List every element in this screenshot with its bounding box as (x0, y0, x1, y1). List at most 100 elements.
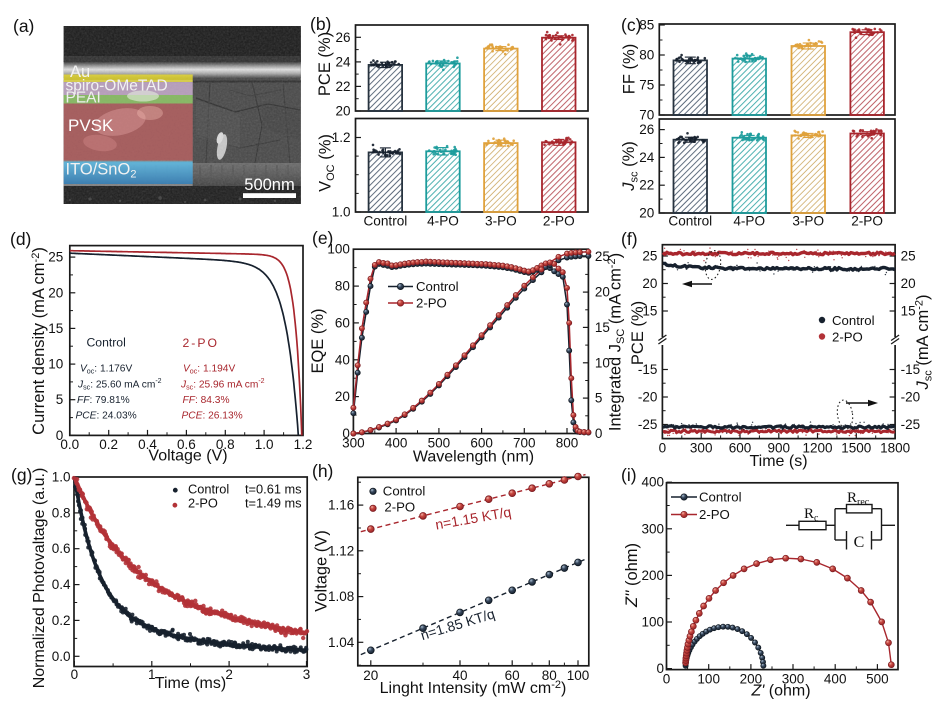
svg-text:Normalized Photovaltage (a.u.): Normalized Photovaltage (a.u.) (31, 468, 48, 689)
svg-text:24: 24 (335, 54, 351, 69)
svg-text:Control: Control (416, 279, 459, 294)
svg-text:Control: Control (383, 483, 426, 498)
svg-text:(c): (c) (621, 15, 641, 35)
svg-text:2-PO: 2-PO (183, 336, 219, 350)
svg-text:Rc: Rc (804, 506, 819, 524)
svg-text:Time (ms): Time (ms) (155, 675, 226, 692)
svg-text:60: 60 (505, 668, 520, 683)
svg-text:15: 15 (901, 304, 916, 319)
svg-text:25: 25 (901, 249, 916, 264)
svg-text:0.4: 0.4 (138, 437, 157, 452)
svg-text:1.2: 1.2 (294, 437, 313, 452)
svg-text:60: 60 (335, 315, 350, 330)
svg-text:900: 900 (768, 441, 791, 456)
svg-text:10: 10 (595, 355, 610, 370)
svg-text:-25: -25 (901, 417, 921, 432)
svg-text:85: 85 (639, 18, 654, 33)
svg-text:1800: 1800 (880, 441, 910, 456)
svg-text:800: 800 (556, 436, 579, 451)
svg-text:(e): (e) (312, 228, 333, 248)
svg-text:1500: 1500 (841, 441, 871, 456)
svg-text:3-PO: 3-PO (485, 214, 517, 229)
svg-text:PCE: 24.03%: PCE: 24.03% (76, 411, 137, 422)
svg-text:2: 2 (225, 667, 233, 682)
svg-text:Voltage (V): Voltage (V) (313, 530, 331, 612)
svg-text:20: 20 (335, 389, 350, 404)
svg-text:0: 0 (659, 441, 667, 456)
svg-text:-20: -20 (638, 390, 658, 405)
svg-text:-25: -25 (638, 417, 658, 432)
svg-text:Jsc (%): Jsc (%) (620, 141, 641, 192)
svg-text:80: 80 (639, 48, 654, 63)
svg-text:1.0: 1.0 (52, 470, 71, 485)
svg-text:t=1.49 ms: t=1.49 ms (245, 496, 302, 511)
svg-text:0: 0 (595, 426, 603, 441)
svg-text:0: 0 (71, 667, 79, 682)
svg-text:Voltage (V): Voltage (V) (148, 448, 227, 465)
svg-text:20: 20 (335, 104, 350, 119)
svg-text:(i): (i) (621, 465, 637, 485)
svg-text:Voc: 1.194V: Voc: 1.194V (183, 364, 235, 376)
svg-text:0: 0 (663, 672, 671, 687)
svg-text:1200: 1200 (802, 441, 832, 456)
svg-text:0.0: 0.0 (52, 649, 71, 664)
svg-text:100: 100 (641, 615, 664, 630)
svg-text:5: 5 (56, 392, 64, 407)
svg-text:0.8: 0.8 (216, 437, 235, 452)
svg-text:PCE (%): PCE (%) (629, 301, 647, 365)
svg-text:100: 100 (697, 672, 720, 687)
svg-text:80: 80 (335, 279, 350, 294)
svg-text:2-PO: 2-PO (188, 496, 218, 511)
svg-text:(d): (d) (10, 229, 31, 249)
svg-text:(a): (a) (13, 16, 34, 36)
svg-text:2-PO: 2-PO (832, 329, 863, 344)
svg-text:600: 600 (729, 441, 752, 456)
svg-text:Control: Control (699, 490, 742, 505)
svg-text:0.2: 0.2 (99, 437, 118, 452)
svg-text:500: 500 (866, 672, 889, 687)
svg-text:n=1.15 KT/q: n=1.15 KT/q (434, 504, 512, 533)
svg-text:40: 40 (335, 352, 350, 367)
svg-text:0: 0 (656, 661, 664, 676)
svg-text:80: 80 (542, 668, 557, 683)
svg-text:2-PO: 2-PO (851, 214, 883, 229)
svg-text:1: 1 (148, 667, 156, 682)
svg-text:PCE (%): PCE (%) (316, 32, 334, 96)
svg-text:400: 400 (641, 475, 664, 490)
svg-text:VOC (%): VOC (%) (317, 134, 338, 192)
svg-text:100: 100 (327, 242, 350, 257)
svg-text:1.16: 1.16 (328, 498, 354, 513)
svg-text:25: 25 (595, 249, 610, 264)
svg-text:Integrated JSC (mA cm-2): Integrated JSC (mA cm-2) (606, 253, 627, 431)
svg-text:Jsc (mA cm-2): Jsc (mA cm-2) (914, 294, 935, 390)
svg-text:25: 25 (642, 249, 657, 264)
svg-text:3-PO: 3-PO (792, 214, 824, 229)
svg-text:Voc: 1.176V: Voc: 1.176V (80, 364, 132, 376)
svg-text:300: 300 (641, 521, 664, 536)
svg-text:Time (s): Time (s) (749, 453, 807, 470)
svg-text:20: 20 (901, 276, 916, 291)
svg-text:FF (%): FF (%) (621, 44, 639, 94)
svg-text:C: C (854, 534, 865, 551)
svg-text:(h): (h) (312, 461, 333, 481)
svg-text:4-PO: 4-PO (733, 214, 765, 229)
svg-text:25: 25 (48, 250, 63, 265)
svg-text:Z'' (ohm): Z'' (ohm) (623, 543, 641, 608)
svg-text:0: 0 (56, 428, 64, 443)
svg-text:4-PO: 4-PO (427, 214, 459, 229)
svg-text:PVSK: PVSK (68, 116, 114, 135)
svg-text:400: 400 (385, 436, 408, 451)
svg-text:Control: Control (188, 481, 229, 496)
svg-text:Control: Control (363, 214, 407, 229)
svg-text:20: 20 (48, 285, 63, 300)
svg-text:Wavelength (nm): Wavelength (nm) (413, 449, 534, 466)
svg-text:15: 15 (642, 304, 657, 319)
svg-text:200: 200 (740, 672, 763, 687)
svg-text:0: 0 (342, 426, 350, 441)
svg-text:15: 15 (595, 320, 610, 335)
svg-text:0.4: 0.4 (52, 577, 71, 592)
svg-text:1.04: 1.04 (328, 635, 355, 650)
svg-text:Current density (mA cm-2​): Current density (mA cm-2​) (30, 247, 48, 435)
svg-text:t=0.61 ms: t=0.61 ms (245, 481, 302, 496)
svg-text:100: 100 (567, 668, 590, 683)
